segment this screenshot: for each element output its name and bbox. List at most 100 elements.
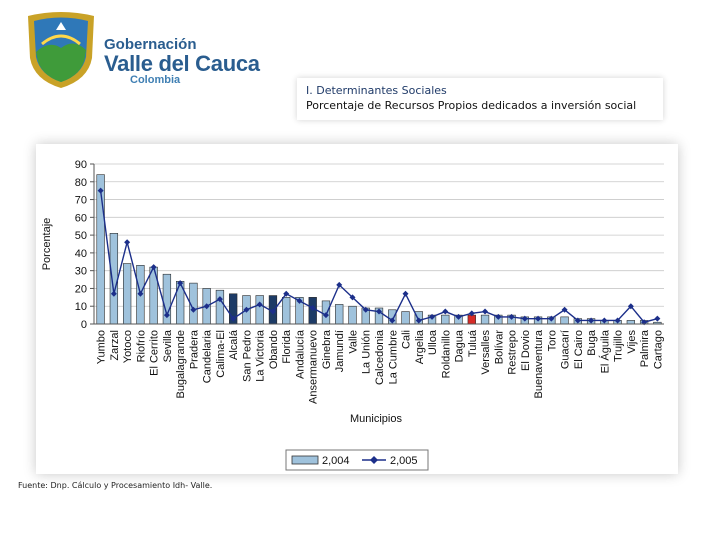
x-tick-label: Toro (546, 330, 558, 351)
point-2005 (256, 301, 263, 308)
x-tick-label: Obando (268, 330, 280, 369)
logo-text-gobernacion: Gobernación (104, 36, 197, 53)
bar-2004 (480, 314, 490, 325)
chart-panel: 0 10 20 30 40 50 60 70 80 90 Yumbo Zarzal Yotoco Rio… (36, 144, 678, 474)
x-tick-label: Cali (401, 330, 413, 349)
x-tick-label: Bugalagrande (175, 330, 187, 399)
section-title: I. Determinantes Sociales (306, 84, 447, 97)
x-tick-label: Florida (281, 329, 293, 364)
point-2005 (150, 264, 157, 271)
point-2005 (588, 317, 595, 324)
y-tick-label: 20 (75, 283, 87, 295)
logo-text-valle-del-cauca: Valle del Cauca (104, 51, 260, 76)
point-2005 (389, 317, 396, 324)
x-tick-label: Andalucía (294, 329, 306, 379)
x-tick-label: El Dovio (520, 330, 532, 371)
bar-2004 (626, 320, 636, 325)
point-2005 (362, 306, 369, 313)
point-2005 (574, 317, 581, 324)
point-2005 (163, 312, 170, 319)
x-axis-label: Municipios (350, 413, 402, 425)
x-tick-label: Sevilla (162, 329, 174, 362)
x-tick-label: El Águila (598, 329, 611, 373)
x-tick-label: Versalles (480, 330, 492, 375)
point-2005 (336, 281, 343, 288)
x-tick-label: Pradera (188, 329, 200, 369)
point-2005 (654, 315, 661, 322)
x-tick-label: Buga (586, 329, 598, 356)
page-subtitle: Porcentaje de Recursos Propios dedicados… (306, 99, 637, 112)
point-2005 (137, 290, 144, 297)
y-tick-label: 40 (75, 248, 87, 260)
point-2005 (97, 187, 104, 194)
y-tick-label: 60 (75, 212, 87, 224)
point-2005 (322, 312, 329, 319)
x-tick-label: Bolívar (493, 330, 505, 365)
y-tick-label: 90 (75, 159, 87, 171)
y-tick-label: 80 (75, 177, 87, 189)
point-2005 (283, 290, 290, 297)
bar-2004 (215, 289, 225, 325)
legend-label-2004: 2,004 (322, 455, 350, 467)
bar-2004 (441, 314, 450, 325)
x-tick-label: Guacarí (560, 330, 572, 369)
point-2005 (269, 308, 276, 315)
y-axis-label: Porcentaje (41, 218, 53, 271)
point-2005 (468, 310, 475, 317)
x-tick-label: Candelaria (202, 329, 214, 383)
point-2005 (614, 317, 621, 324)
x-tick-label: Vijes (626, 330, 638, 354)
x-tick-label: Yotoco (122, 330, 134, 363)
legend-marker-2005 (370, 456, 378, 464)
legend-box (285, 449, 429, 471)
x-tick-label: Jamundí (334, 330, 346, 372)
bar-2004 (467, 314, 476, 325)
bar-2004 (560, 316, 569, 325)
y-tick-label: 50 (75, 230, 87, 242)
bar-2004 (109, 233, 119, 325)
point-2005 (415, 317, 422, 324)
point-2005 (455, 313, 462, 320)
bar-2004 (255, 295, 264, 325)
x-tick-label: Yumbo (96, 330, 108, 364)
x-tick-label: Ansermanuevo (308, 330, 320, 404)
point-2005 (508, 313, 515, 320)
x-tick-label: El Cairo (573, 330, 585, 369)
legend-label-2005: 2,005 (390, 455, 418, 467)
source-note: Fuente: Dnp. Cálculo y Procesamiento Idh… (18, 481, 213, 490)
point-2005 (535, 315, 542, 322)
x-tick-label: Argelia (414, 329, 426, 364)
x-tick-label: Ginebra (321, 329, 333, 369)
x-tick-label: Calcedonia (374, 329, 386, 385)
bar-2004 (401, 311, 410, 325)
point-2005 (190, 306, 197, 313)
x-tick-label: Zarzal (109, 330, 121, 361)
x-tick-label: San Pedro (241, 330, 253, 382)
point-2005 (495, 313, 502, 320)
chart: 0 10 20 30 40 50 60 70 80 90 Yumbo Zarzal Yotoco Rio… (41, 159, 664, 471)
bar-2004 (96, 174, 105, 325)
point-2005 (243, 306, 250, 313)
point-2005 (296, 297, 303, 304)
y-tick-label: 10 (75, 301, 87, 313)
point-2005 (203, 303, 210, 310)
x-tick-label: Buenaventura (533, 329, 545, 398)
point-2005 (216, 296, 223, 303)
x-tick-label: Alcalá (228, 329, 240, 360)
logo: Gobernación Valle del Cauca Colombia (20, 8, 260, 92)
x-tick-label: Ulloa (427, 329, 439, 355)
legend-swatch-2004 (291, 455, 319, 465)
bar-2004 (335, 304, 344, 325)
y-tick-label: 30 (75, 266, 87, 278)
point-2005 (601, 317, 608, 324)
point-2005 (349, 294, 356, 301)
x-tick-label: El Cerrito (149, 330, 161, 376)
x-tick-label: Palmira (639, 329, 651, 367)
bar-2004 (282, 297, 291, 325)
coat-of-arms-icon (28, 12, 94, 88)
x-tick-label: Valle (347, 330, 359, 354)
x-tick-label: Calima-El (215, 330, 227, 378)
x-tick-label: Dagua (454, 329, 466, 362)
point-2005 (521, 315, 528, 322)
point-2005 (230, 315, 237, 322)
